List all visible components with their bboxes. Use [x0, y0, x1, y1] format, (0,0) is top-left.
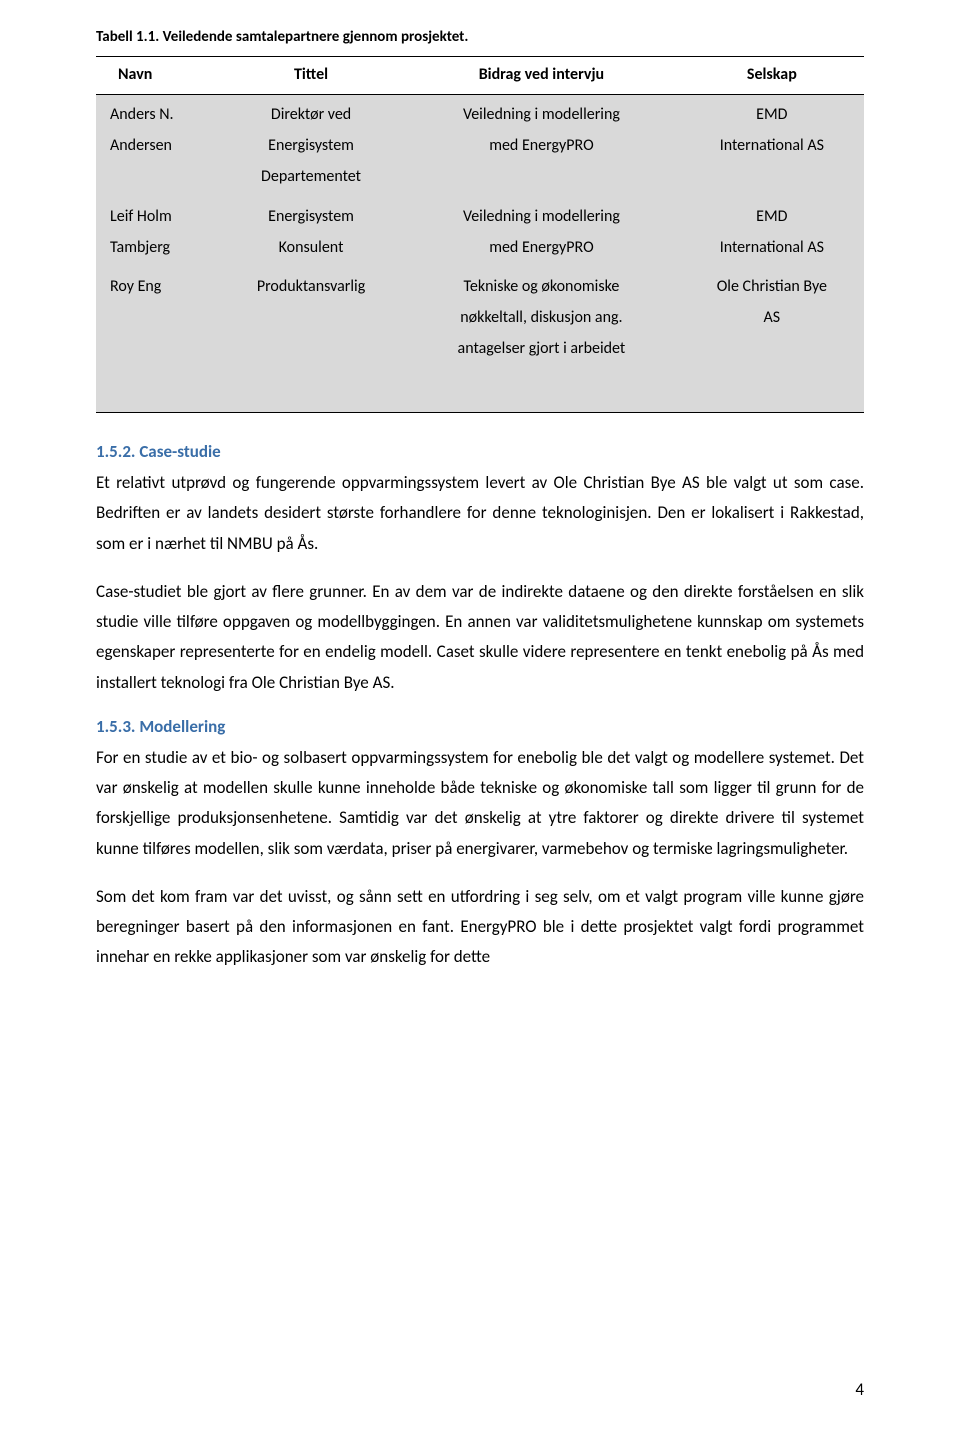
cell-line: Ole Christian Bye	[684, 271, 860, 302]
table-caption: Tabell 1.1. Veiledende samtalepartnere g…	[96, 28, 864, 46]
table-row: Leif Holm Tambjerg Energisystem Konsulen…	[96, 197, 864, 267]
cell-line: Produktansvarlig	[223, 271, 399, 302]
cell-line: Tambjerg	[110, 232, 215, 263]
cell-line: med EnergyPRO	[407, 130, 675, 161]
cell-line: International AS	[684, 130, 860, 161]
cell-line: AS	[684, 302, 860, 333]
cell-line: Leif Holm	[110, 201, 215, 232]
body-paragraph: Et relativt utprøvd og fungerende oppvar…	[96, 468, 864, 559]
cell-line: Energisystem	[223, 130, 399, 161]
cell-line: EMD	[684, 99, 860, 130]
cell-line: EMD	[684, 201, 860, 232]
table-header-row: Navn Tittel Bidrag ved intervju Selskap	[96, 57, 864, 95]
cell-line: Veiledning i modellering	[407, 201, 675, 232]
cell-line: Departementet	[223, 161, 399, 192]
cell-line: Tekniske og økonomiske	[407, 271, 675, 302]
section-heading-case-studie: 1.5.2. Case-studie	[96, 441, 864, 462]
col-header-tittel: Tittel	[219, 57, 403, 95]
cell-line: antagelser gjort i arbeidet	[407, 333, 675, 364]
cell-line: Direktør ved	[223, 99, 399, 130]
table-row: Roy Eng Produktansvarlig Tekniske og øko…	[96, 267, 864, 369]
cell-line: med EnergyPRO	[407, 232, 675, 263]
col-header-bidrag: Bidrag ved intervju	[403, 57, 679, 95]
cell-line: Andersen	[110, 130, 215, 161]
body-paragraph: For en studie av et bio- og solbasert op…	[96, 743, 864, 864]
cell-line: Anders N.	[110, 99, 215, 130]
body-paragraph: Case-studiet ble gjort av flere grunner.…	[96, 577, 864, 698]
section-heading-modellering: 1.5.3. Modellering	[96, 716, 864, 737]
body-paragraph: Som det kom fram var det uvisst, og sånn…	[96, 882, 864, 973]
page-number: 4	[855, 1379, 864, 1400]
partners-table: Navn Tittel Bidrag ved intervju Selskap …	[96, 56, 864, 413]
cell-line: Veiledning i modellering	[407, 99, 675, 130]
col-header-selskap: Selskap	[680, 57, 864, 95]
cell-line: International AS	[684, 232, 860, 263]
cell-line: Roy Eng	[110, 271, 215, 302]
table-row: Anders N. Andersen Direktør ved Energisy…	[96, 95, 864, 197]
col-header-navn: Navn	[96, 57, 219, 95]
cell-line: Energisystem	[223, 201, 399, 232]
cell-line: Konsulent	[223, 232, 399, 263]
cell-line: nøkkeltall, diskusjon ang.	[407, 302, 675, 333]
table-row-spacer	[96, 369, 864, 413]
